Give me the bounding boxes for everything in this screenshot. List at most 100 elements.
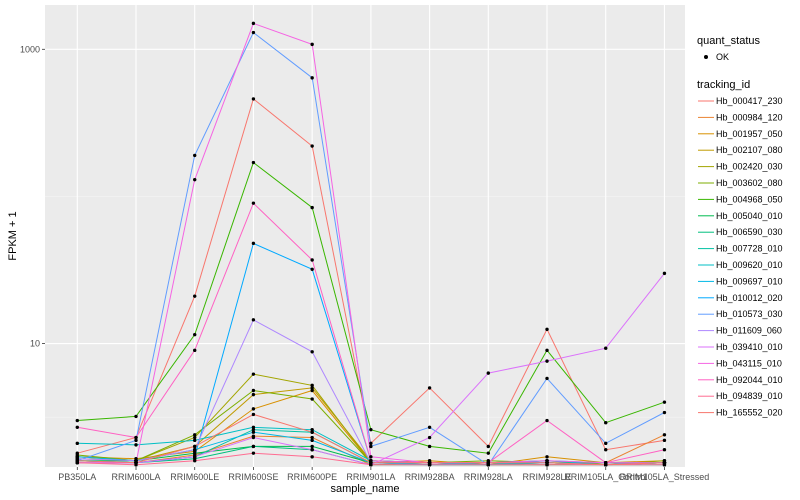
y-axis-ticks: 10 1000 bbox=[20, 44, 45, 349]
data-point-Hb_000417_230-RRIM600PE bbox=[310, 144, 314, 148]
data-point-Hb_039410_010-RRIM600PE bbox=[310, 448, 314, 452]
data-point-Hb_001957_050-RRIM928LE bbox=[545, 455, 549, 459]
data-point-Hb_092044_010-RRIM600SE bbox=[251, 201, 256, 205]
x-tick-label-10: RRIM105LA_Stressed bbox=[620, 472, 710, 482]
data-point-Hb_043115_010-RRIM600SE bbox=[251, 21, 256, 26]
data-point-Hb_165552_020-RRIM928LE bbox=[545, 461, 549, 465]
data-point-Hb_010573_030-RRIM928LE bbox=[545, 376, 549, 381]
x-axis-ticks: PB350LA RRIM600LA RRIM600LE RRIM600SE RRIM60… bbox=[58, 467, 709, 482]
legend-label-Hb_010573_030: Hb_010573_030 bbox=[716, 309, 783, 319]
data-point-Hb_039410_010-RRIM928BA bbox=[427, 435, 432, 440]
legend-tracking-id-title: tracking_id bbox=[697, 79, 750, 91]
legend-label-Hb_039410_010: Hb_039410_010 bbox=[716, 342, 783, 352]
legend-label-Hb_011609_060: Hb_011609_060 bbox=[716, 326, 782, 336]
data-point-Hb_010573_030-RRIM600PE bbox=[310, 76, 314, 80]
data-point-Hb_009697_010-RRIM600PE bbox=[310, 438, 314, 443]
data-point-Hb_039410_010-RRIM928LA bbox=[486, 371, 491, 375]
x-tick-label-0: PB350LA bbox=[58, 472, 96, 482]
data-point-Hb_010573_030-RRIM600LA bbox=[134, 438, 138, 443]
data-point-Hb_005040_010-RRIM600LE bbox=[193, 451, 197, 455]
data-point-Hb_039410_010-RRIM600SE bbox=[251, 435, 256, 440]
data-point-Hb_004968_050-RRIM600LA bbox=[134, 414, 138, 419]
data-point-Hb_010012_020-RRIM600PE bbox=[310, 267, 314, 271]
data-point-Hb_092044_010-RRIM600PE bbox=[310, 258, 314, 262]
legend-label-Hb_002107_080: Hb_002107_080 bbox=[716, 145, 783, 155]
x-axis-title: sample_name bbox=[330, 483, 399, 495]
legend-label-Hb_003602_080: Hb_003602_080 bbox=[716, 178, 783, 188]
data-point-Hb_000984_120-RRIM105LA_Stressed bbox=[662, 433, 667, 437]
data-point-Hb_002420_030-RRIM600PE bbox=[310, 383, 314, 388]
data-point-Hb_009620_010-PB350LA bbox=[75, 441, 79, 446]
data-point-Hb_165552_020-RRIM600LE bbox=[193, 444, 197, 449]
data-point-Hb_002420_030-RRIM600SE bbox=[251, 372, 256, 376]
data-point-Hb_009697_010-RRIM600SE bbox=[251, 430, 256, 434]
data-point-Hb_165552_020-RRIM105LA_Stressed bbox=[662, 461, 667, 465]
data-point-Hb_000417_230-RRIM105LA_Stressed bbox=[662, 438, 667, 443]
legend-quant-status-ok-key bbox=[704, 55, 708, 59]
x-tick-label-5: RRIM901LA bbox=[346, 472, 395, 482]
data-point-Hb_009620_010-RRIM600PE bbox=[310, 427, 314, 432]
data-point-Hb_092044_010-RRIM105LA_Stressed bbox=[662, 448, 667, 452]
legend-label-Hb_094839_010: Hb_094839_010 bbox=[716, 391, 783, 401]
data-point-Hb_094839_010-RRIM600LE bbox=[193, 459, 197, 463]
data-point-Hb_010012_020-RRIM600SE bbox=[251, 241, 256, 246]
legend-tracking-id-items: Hb_000417_230 Hb_000984_120 Hb_001957_050 H… bbox=[698, 96, 783, 418]
data-point-Hb_010573_030-RRIM105LA_Stressed bbox=[662, 410, 667, 415]
data-point-Hb_004968_050-RRIM928BA bbox=[427, 444, 432, 449]
legend-label-Hb_165552_020: Hb_165552_020 bbox=[716, 408, 783, 418]
data-point-Hb_000417_230-RRIM600LE bbox=[193, 294, 197, 298]
data-point-Hb_010573_030-RRIM901LA bbox=[369, 444, 373, 449]
data-point-Hb_039410_010-RRIM600LE bbox=[193, 455, 197, 459]
data-point-Hb_007728_010-RRIM600SE bbox=[251, 427, 256, 432]
data-point-Hb_003602_080-RRIM600SE bbox=[251, 388, 256, 393]
data-point-Hb_009620_010-RRIM600LA bbox=[134, 443, 138, 447]
data-point-Hb_004968_050-PB350LA bbox=[75, 418, 79, 423]
x-tick-label-1: RRIM600LA bbox=[111, 472, 160, 482]
major-gridlines bbox=[45, 5, 685, 467]
data-point-Hb_165552_020-RRIM105LA_Control bbox=[604, 463, 608, 467]
data-point-Hb_002107_080-RRIM600PE bbox=[310, 386, 314, 390]
y-tick-label-1: 1000 bbox=[20, 44, 40, 54]
legend: quant_status OK tracking_id Hb_000417_23… bbox=[697, 35, 783, 418]
data-point-Hb_165552_020-RRIM928BA bbox=[427, 461, 432, 465]
data-point-Hb_094839_010-RRIM600SE bbox=[251, 451, 256, 455]
legend-label-Hb_043115_010: Hb_043115_010 bbox=[716, 358, 782, 368]
data-point-Hb_004968_050-RRIM105LA_Stressed bbox=[662, 400, 667, 404]
data-point-Hb_000417_230-RRIM928LA bbox=[486, 444, 491, 449]
data-point-Hb_003602_080-RRIM600PE bbox=[310, 397, 314, 401]
data-point-Hb_003602_080-RRIM600LE bbox=[193, 433, 197, 437]
data-point-Hb_010573_030-RRIM105LA_Control bbox=[604, 441, 608, 446]
data-point-Hb_043115_010-RRIM600PE bbox=[310, 42, 314, 47]
legend-label-Hb_009620_010: Hb_009620_010 bbox=[716, 260, 783, 270]
data-point-Hb_165552_020-RRIM901LA bbox=[369, 461, 373, 465]
legend-label-Hb_010012_020: Hb_010012_020 bbox=[716, 293, 783, 303]
data-point-Hb_010573_030-RRIM600SE bbox=[251, 30, 256, 35]
legend-quant-status-ok-label: OK bbox=[716, 52, 729, 62]
y-axis-title: FPKM + 1 bbox=[7, 211, 19, 260]
legend-label-Hb_000417_230: Hb_000417_230 bbox=[716, 96, 783, 106]
legend-label-Hb_005040_010: Hb_005040_010 bbox=[716, 211, 783, 221]
data-point-Hb_005040_010-RRIM600PE bbox=[310, 444, 314, 449]
legend-label-Hb_001957_050: Hb_001957_050 bbox=[716, 129, 783, 139]
data-point-Hb_004968_050-RRIM600LE bbox=[193, 332, 197, 337]
data-point-Hb_004968_050-RRIM600SE bbox=[251, 160, 256, 165]
data-point-Hb_002420_030-RRIM600LE bbox=[193, 435, 197, 440]
data-point-Hb_039410_010-RRIM105LA_Stressed bbox=[662, 271, 667, 276]
data-point-Hb_011609_060-RRIM600LE bbox=[193, 448, 197, 452]
data-point-Hb_165552_020-RRIM928LA bbox=[486, 461, 491, 465]
data-point-Hb_004968_050-RRIM600PE bbox=[310, 205, 314, 210]
data-point-Hb_043115_010-RRIM600LE bbox=[193, 177, 197, 182]
data-point-Hb_006590_030-RRIM600SE bbox=[251, 444, 256, 449]
x-tick-label-8: RRIM928LE bbox=[523, 472, 572, 482]
legend-label-Hb_092044_010: Hb_092044_010 bbox=[716, 375, 783, 385]
data-point-Hb_000417_230-RRIM600SE bbox=[251, 97, 256, 101]
x-tick-label-7: RRIM928LA bbox=[464, 472, 513, 482]
data-point-Hb_092044_010-PB350LA bbox=[75, 425, 79, 429]
plot-panel bbox=[45, 5, 685, 467]
data-point-Hb_092044_010-RRIM600LA bbox=[134, 435, 138, 440]
data-point-Hb_010573_030-RRIM928BA bbox=[427, 425, 432, 429]
legend-label-Hb_007728_010: Hb_007728_010 bbox=[716, 244, 783, 254]
data-point-Hb_165552_020-RRIM600SE bbox=[251, 412, 256, 417]
data-point-Hb_000417_230-RRIM928BA bbox=[427, 386, 432, 390]
